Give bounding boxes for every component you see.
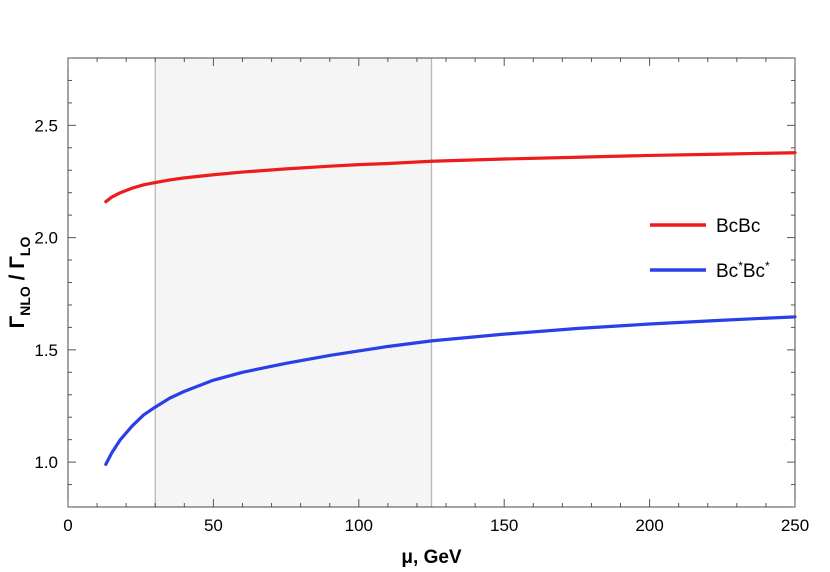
x-axis-label: μ, GeV	[401, 547, 462, 568]
legend-label-1: Bc*Bc*	[716, 259, 770, 282]
y-axis-label-gamma: Γ	[6, 315, 29, 328]
x-tick-label: 0	[63, 516, 72, 535]
shaded-region	[155, 58, 432, 507]
legend-label-superscript: *	[765, 259, 770, 273]
y-tick-label: 2.5	[34, 116, 58, 135]
x-tick-label: 250	[781, 516, 809, 535]
y-axis-label-sub-nlo: NLO	[17, 286, 33, 316]
y-axis-label: ΓNLO / ΓLO	[6, 237, 33, 329]
series-layer	[104, 151, 797, 466]
series-line-1	[104, 315, 797, 466]
x-tick-label: 200	[635, 516, 663, 535]
legend-label-superscript: *	[738, 259, 743, 273]
y-axis-label-separator: /	[6, 269, 29, 287]
x-tick-label: 100	[345, 516, 373, 535]
y-tick-label: 2.0	[34, 229, 58, 248]
legend-label-part: BcBc	[716, 216, 760, 237]
x-tick-label: 50	[204, 516, 223, 535]
y-tick-label: 1.0	[34, 453, 58, 472]
ticks-layer: 0 50 100 150 200 250 1.0 1.5 2.0 2.5	[34, 57, 809, 535]
legend-label-0: BcBc	[716, 216, 760, 237]
y-axis-label-sub-lo: LO	[17, 237, 33, 257]
shaded-region-layer	[154, 58, 433, 507]
legend-label-part: Bc	[716, 261, 738, 282]
legend-label-part: Bc	[743, 261, 765, 282]
series-line-0	[104, 151, 797, 204]
y-tick-label: 1.5	[34, 341, 58, 360]
x-tick-label: 150	[490, 516, 518, 535]
y-axis-label-gamma: Γ	[6, 256, 29, 269]
